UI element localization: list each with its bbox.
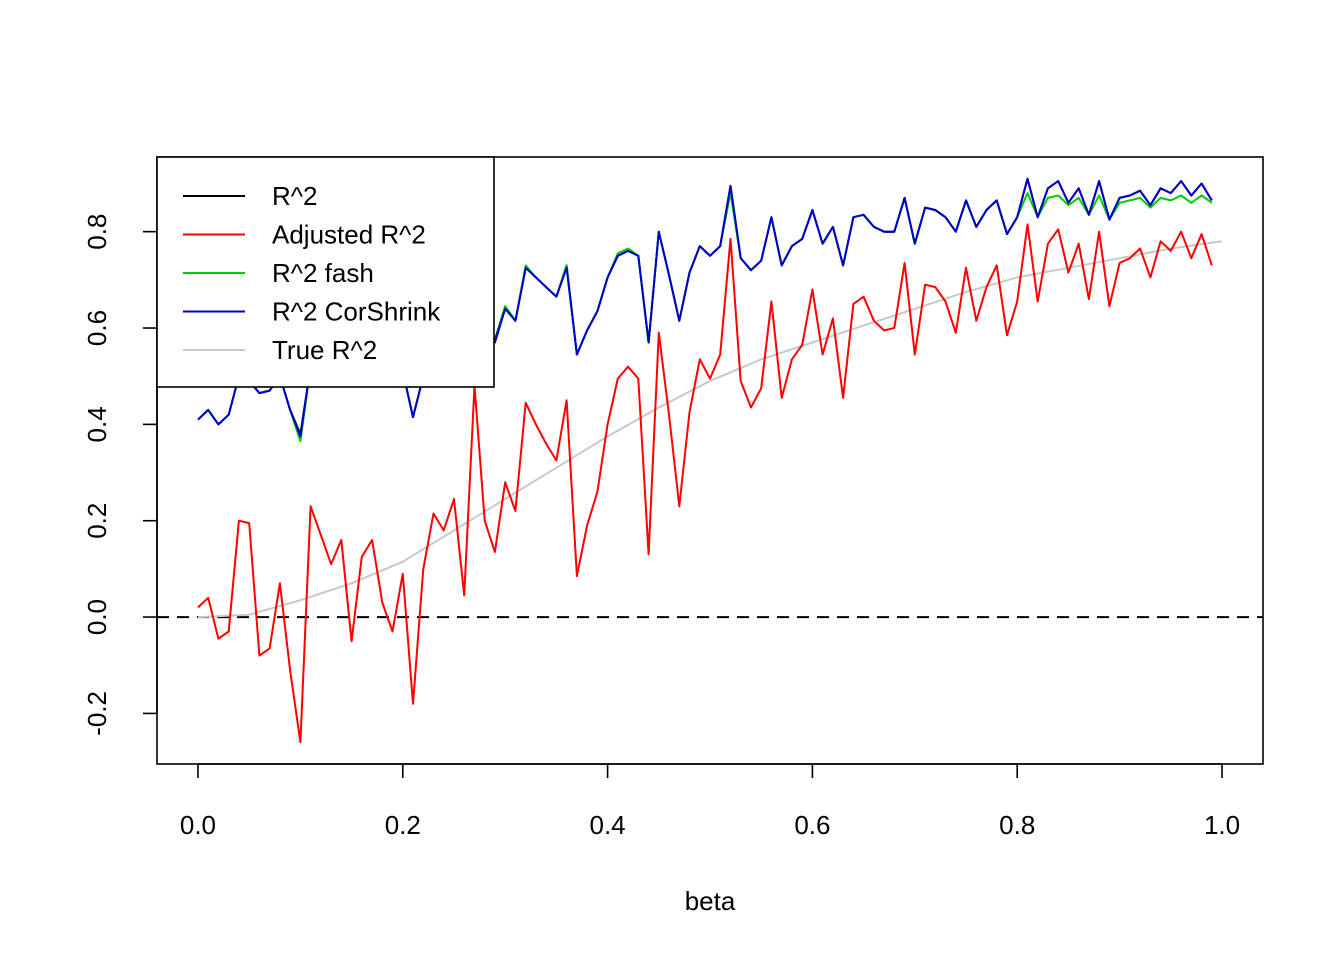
y-tick-label: 0.0 xyxy=(82,599,112,635)
plot-area xyxy=(157,177,1263,744)
legend-label: Adjusted R^2 xyxy=(272,220,426,250)
legend: R^2 Adjusted R^2 R^2 fash R^2 CorShrink True… xyxy=(156,156,495,388)
x-axis-title: beta xyxy=(685,886,736,916)
legend-label: R^2 xyxy=(272,181,317,211)
x-tick-label: 1.0 xyxy=(1204,810,1240,840)
x-tick-label: 0.6 xyxy=(794,810,830,840)
legend-label: R^2 fash xyxy=(272,258,374,288)
x-tick-label: 0.2 xyxy=(385,810,421,840)
legend-label: True R^2 xyxy=(272,335,377,365)
y-tick-label: 0.6 xyxy=(82,310,112,346)
y-tick-label: 0.4 xyxy=(82,406,112,442)
y-axis: -0.2 0.0 0.2 0.4 0.6 0.8 xyxy=(82,214,158,736)
legend-label: R^2 CorShrink xyxy=(272,297,441,327)
x-tick-label: 0.0 xyxy=(180,810,216,840)
y-tick-label: -0.2 xyxy=(82,691,112,736)
series-line-adjusted-r-2 xyxy=(197,223,1213,744)
series-line-true-r-2 xyxy=(197,240,1223,619)
x-tick-label: 0.8 xyxy=(999,810,1035,840)
x-tick-label: 0.4 xyxy=(590,810,626,840)
x-axis: 0.0 0.2 0.4 0.6 0.8 1.0 xyxy=(180,763,1240,840)
y-tick-label: 0.8 xyxy=(82,214,112,250)
y-tick-label: 0.2 xyxy=(82,503,112,539)
